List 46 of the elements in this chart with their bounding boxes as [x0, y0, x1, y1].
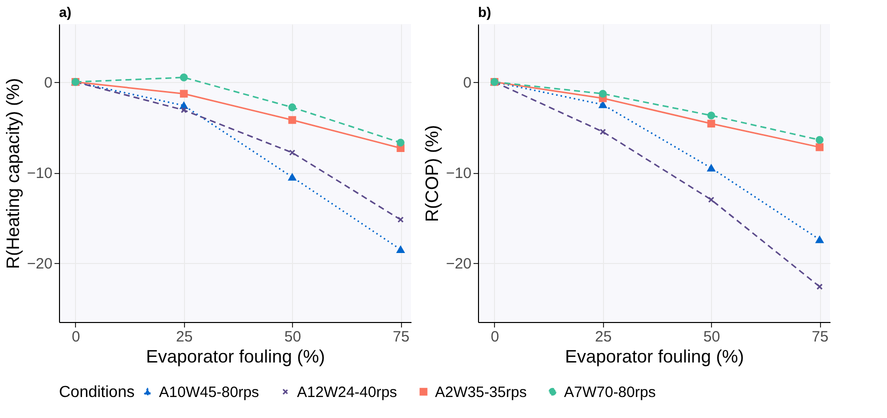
x-axis-title: Evaporator fouling (%)	[146, 346, 326, 366]
point	[396, 246, 405, 254]
point	[707, 112, 716, 120]
legend-label: A7W70-80rps	[564, 384, 656, 401]
point	[816, 236, 824, 244]
point	[289, 150, 296, 156]
point	[598, 101, 607, 108]
x-tick-label: 0	[490, 328, 500, 346]
point	[396, 138, 405, 147]
x-tick-label: 0	[72, 328, 80, 346]
point	[600, 128, 606, 135]
point	[816, 284, 823, 290]
point	[816, 136, 824, 144]
point	[180, 74, 188, 82]
legend-label: A12W24-40rps	[297, 384, 398, 401]
y-tick-label: −20	[446, 256, 472, 273]
x-tick-label: 50	[703, 328, 720, 346]
point	[598, 90, 607, 98]
y-tick-label: −10	[446, 165, 472, 182]
x-tick-label: 75	[812, 328, 828, 346]
legend-title: Conditions	[59, 384, 135, 401]
y-tick-label: 0	[463, 74, 472, 92]
y-axis-title: R(Heating capacity) (%)	[3, 78, 24, 270]
chart-title: a)	[59, 4, 72, 20]
point	[288, 103, 296, 112]
point	[397, 216, 404, 223]
point	[816, 143, 824, 152]
point	[288, 116, 296, 124]
point	[707, 164, 716, 172]
x-tick-label: 75	[392, 328, 410, 346]
point	[708, 196, 714, 203]
point	[707, 120, 716, 128]
x-tick-label: 50	[284, 328, 302, 346]
y-tick-label: −10	[27, 165, 52, 182]
point	[288, 174, 296, 181]
y-tick-label: −20	[27, 256, 52, 273]
point	[180, 90, 188, 98]
legend-label: A10W45-80rps	[159, 384, 260, 401]
y-tick-label: 0	[44, 74, 52, 92]
legend-label: A2W35-35rps	[435, 384, 527, 401]
chart-title: b)	[478, 4, 492, 20]
x-tick-label: 25	[595, 328, 612, 346]
x-tick-label: 25	[176, 328, 193, 346]
y-axis-title: R(COP) (%)	[422, 125, 442, 222]
point	[180, 106, 187, 114]
x-axis-title: Evaporator fouling (%)	[564, 346, 744, 366]
